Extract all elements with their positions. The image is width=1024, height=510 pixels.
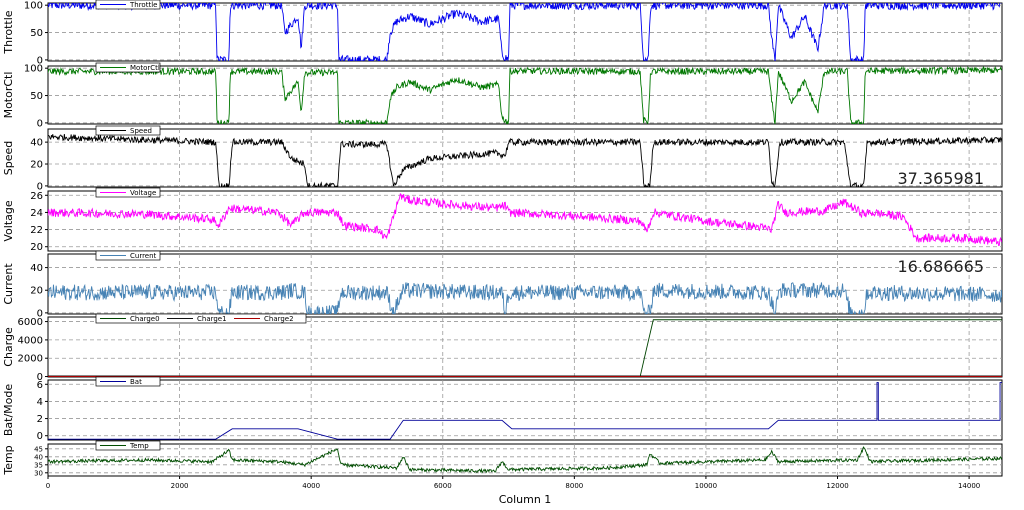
temp-legend-label-0: Temp: [129, 442, 149, 450]
voltage-legend-box: [95, 187, 161, 198]
voltage-ytick-label-1: 22: [30, 225, 43, 236]
voltage-ytick-label-3: 26: [30, 191, 43, 202]
current-plot-frame: [47, 253, 1003, 315]
charge-ytick-label-1: 2000: [18, 354, 43, 365]
motorctl-legend-box: [95, 62, 161, 73]
throttle-legend-label-0: Throttle: [129, 1, 157, 9]
temp-legend: Temp: [95, 440, 161, 451]
throttle-series-throttle: [48, 3, 1002, 61]
current-readout: 16.686665: [897, 257, 984, 276]
current-ylabel: Current: [2, 263, 15, 305]
panel-voltage: 20 22 24 26 Voltage Voltage: [2, 187, 1003, 253]
bat-legend-label-0: Bat: [130, 378, 142, 386]
x-tick-label-7: 14000: [958, 482, 980, 490]
x-tick-label-1: 2000: [171, 482, 189, 490]
motorctl-ytick-label-0: 0: [37, 118, 43, 129]
charge-legend: Charge0 Charge1 Charge2: [95, 313, 307, 324]
current-ytick-label-0: 0: [37, 308, 43, 319]
speed-legend-label-0: Speed: [130, 127, 152, 135]
speed-ylabel: Speed: [2, 141, 15, 175]
throttle-ytick-label-1: 50: [30, 28, 43, 39]
speed-ytick-label-1: 20: [30, 160, 43, 171]
x-tick-label-6: 12000: [826, 482, 848, 490]
motorctl-series-motorctl: [48, 66, 1002, 124]
charge-ytick-label-3: 6000: [18, 317, 43, 328]
speed-readout: 37.365981: [897, 169, 984, 188]
temp-ytick-label-1: 35: [34, 461, 43, 469]
voltage-series-voltage: [48, 193, 1002, 247]
x-tick-label-3: 6000: [434, 482, 452, 490]
charge-legend-label-0: Charge0: [130, 315, 160, 323]
charge-plot-frame: [47, 316, 1003, 378]
charge-legend-label-1: Charge1: [197, 315, 227, 323]
speed-legend: Speed: [95, 125, 161, 136]
motorctl-plot-frame: [47, 65, 1003, 125]
charge-ytick-label-0: 0: [37, 372, 43, 383]
temp-legend-box: [95, 440, 161, 451]
motorctl-ytick-label-1: 50: [30, 91, 43, 102]
temp-ytick-label-2: 40: [34, 453, 43, 461]
speed-ytick-label-0: 0: [37, 181, 43, 192]
speed-legend-box: [95, 125, 161, 136]
bat-ylabel: Bat/Mode: [2, 384, 15, 437]
x-tick-label-5: 10000: [695, 482, 717, 490]
bat-series-bat: [48, 382, 1002, 440]
charge-legend-box: [95, 313, 307, 324]
throttle-plot-frame: [47, 2, 1003, 62]
panel-speed: 0 20 40 Speed Speed 37.365981: [2, 125, 1003, 192]
bat-legend: Bat: [95, 376, 161, 387]
throttle-ytick-label-0: 0: [37, 55, 43, 66]
bat-plot-frame: [47, 379, 1003, 441]
panel-motorctl: 0 50 100 MotorCtl MotorCtl: [2, 62, 1003, 129]
bat-legend-box: [95, 376, 161, 387]
bat-ytick-label-1: 2: [37, 414, 43, 425]
throttle-ytick-label-2: 100: [24, 1, 43, 12]
voltage-plot-frame: [47, 190, 1003, 252]
current-ytick-label-1: 20: [30, 286, 43, 297]
voltage-ylabel: Voltage: [2, 200, 15, 241]
voltage-ytick-label-0: 20: [30, 242, 43, 253]
temp-ytick-label-0: 30: [34, 469, 43, 477]
current-legend: Current: [95, 250, 161, 261]
panel-current: 0 20 40 Current Current 16.686665: [2, 250, 1003, 319]
x-tick-label-2: 4000: [302, 482, 320, 490]
motorctl-ylabel: MotorCtl: [2, 72, 15, 119]
current-series-current: [48, 281, 1002, 314]
charge-ylabel: Charge: [2, 327, 15, 367]
motorctl-legend-label-0: MotorCtl: [130, 64, 160, 72]
speed-ytick-label-2: 40: [30, 138, 43, 149]
motorctl-ytick-label-2: 100: [24, 64, 43, 75]
x-tick-label-0: 0: [46, 482, 50, 490]
voltage-ytick-label-2: 24: [30, 208, 43, 219]
voltage-legend-label-0: Voltage: [130, 189, 156, 197]
temp-series-temp: [48, 446, 1002, 474]
bat-ytick-label-0: 0: [37, 431, 43, 442]
charge-ytick-label-2: 4000: [18, 335, 43, 346]
throttle-legend-box: [95, 0, 161, 10]
throttle-legend: Throttle: [95, 0, 161, 10]
voltage-legend: Voltage: [95, 187, 161, 198]
panel-bat: 0 2 4 6 Bat/Mode Bat: [2, 376, 1003, 442]
x-tick-label-4: 8000: [565, 482, 583, 490]
throttle-ylabel: Throttle: [2, 10, 15, 54]
temp-plot-frame: [47, 443, 1003, 477]
motorctl-legend: MotorCtl: [95, 62, 161, 73]
current-legend-box: [95, 250, 161, 261]
x-axis: 0 2000 4000 6000 8000 10000 12000 14000 Column 1: [46, 476, 980, 506]
speed-series-speed: [48, 133, 1002, 187]
bat-ytick-label-3: 6: [37, 380, 43, 391]
panel-throttle: 0 50 100 Throttle Throttle: [2, 0, 1003, 66]
charge-legend-label-2: Charge2: [264, 315, 294, 323]
current-ytick-label-2: 40: [30, 263, 43, 274]
bat-ytick-label-2: 4: [37, 397, 43, 408]
speed-plot-frame: [47, 128, 1003, 188]
current-legend-label-0: Current: [130, 252, 157, 260]
x-axis-label: Column 1: [499, 493, 552, 506]
temp-ylabel: Temp: [2, 445, 15, 475]
temp-ytick-label-3: 45: [34, 445, 43, 453]
